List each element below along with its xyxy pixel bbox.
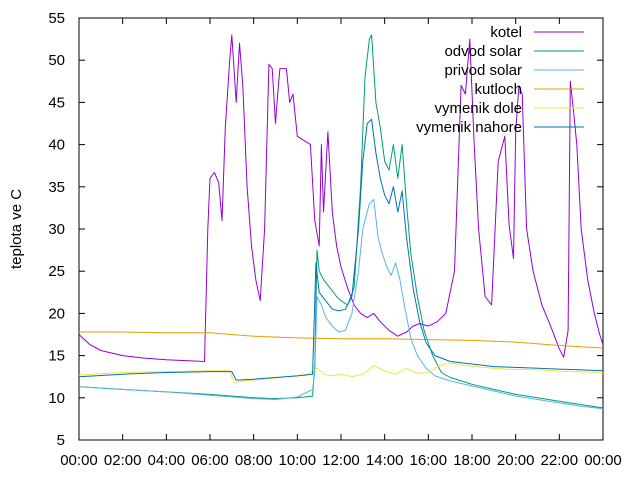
y-tick-label: 5: [57, 432, 65, 449]
x-tick-label: 06:00: [191, 452, 229, 469]
series-lines: [78, 34, 604, 410]
legend-label-kutloch: kutloch: [474, 81, 522, 98]
plot-frame: [78, 17, 604, 441]
y-tick-label: 45: [48, 94, 65, 111]
legend: kotel odvod solar privod solar kutloch vymen…: [416, 24, 584, 136]
x-tick-label: 10:00: [279, 452, 317, 469]
series-line-kutloch: [79, 331, 604, 349]
series-line-odvod-solar: [78, 34, 604, 409]
y-tick-label: 25: [48, 263, 65, 280]
y-tick-label: 30: [48, 221, 65, 238]
series-line-kotel: [78, 34, 604, 362]
y-axis-ticks: 5 10 15 20 25 30 35 40 45 50 55: [48, 10, 603, 449]
x-axis-ticks: 00:00 02:00 04:00 06:00 08:00 10:00 12:00 14:00…: [60, 18, 622, 469]
series-line-vymenik-dole: [78, 362, 604, 384]
x-tick-label: 08:00: [235, 452, 273, 469]
y-tick-label: 55: [48, 10, 65, 27]
x-tick-label: 20:00: [497, 452, 535, 469]
legend-label-privod-solar: privod solar: [444, 62, 522, 79]
y-tick-label: 20: [48, 305, 65, 322]
y-tick-label: 40: [48, 137, 65, 154]
x-tick-label: 16:00: [410, 452, 448, 469]
y-tick-label: 15: [48, 348, 65, 365]
x-tick-label: 00:00: [584, 452, 622, 469]
y-tick-label: 35: [48, 179, 65, 196]
series-line-privod-solar: [78, 199, 604, 410]
x-tick-label: 02:00: [104, 452, 142, 469]
x-tick-label: 04:00: [148, 452, 186, 469]
y-tick-label: 50: [48, 52, 65, 69]
legend-label-kotel: kotel: [490, 24, 522, 41]
y-axis-label: teplota ve C: [8, 189, 25, 269]
legend-label-vymenik-dole: vymenik dole: [434, 100, 522, 117]
x-tick-label: 12:00: [322, 452, 360, 469]
x-tick-label: 14:00: [366, 452, 404, 469]
series-line-vymenik-nahore: [78, 118, 604, 381]
x-tick-label: 22:00: [541, 452, 579, 469]
x-tick-label: 18:00: [453, 452, 491, 469]
legend-label-vymenik-nahore: vymenik nahore: [416, 119, 522, 136]
legend-label-odvod-solar: odvod solar: [444, 43, 522, 60]
x-tick-label: 00:00: [60, 452, 98, 469]
y-tick-label: 10: [48, 390, 65, 407]
